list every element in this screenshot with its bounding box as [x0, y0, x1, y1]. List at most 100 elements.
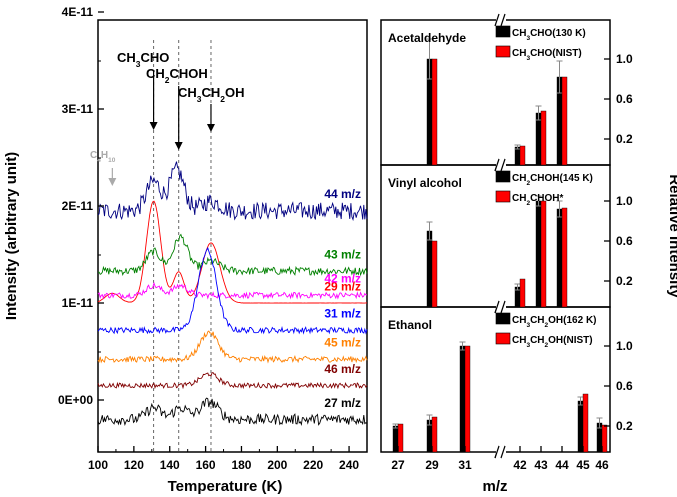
- x-tick-label-right: 44: [555, 458, 569, 472]
- annotation-arrowhead: [149, 122, 158, 130]
- x-tick-label-right: 42: [513, 458, 527, 472]
- x-tick-label-right: 46: [595, 458, 609, 472]
- y-tick-label-right: 1.0: [616, 194, 633, 208]
- x-tick-label-right: 31: [458, 458, 472, 472]
- bar: [514, 146, 521, 166]
- annotation-arrowhead: [108, 178, 117, 186]
- bar: [397, 423, 404, 453]
- x-tick-label: 200: [267, 458, 287, 472]
- panel-title: Acetaldehyde: [388, 31, 466, 45]
- peak-annotation: CH3CH2OH: [178, 85, 244, 104]
- axis-break-mask: [496, 301, 506, 313]
- axis-break-mask: [496, 159, 506, 171]
- peak-annotation: CH2CHOH: [146, 66, 208, 85]
- series-label: 44 m/z: [324, 187, 361, 201]
- bar: [519, 145, 526, 166]
- spectrum-line: [97, 161, 368, 222]
- series-label: 31 m/z: [324, 307, 361, 321]
- x-axis-ticks: 100 120 140 160 180 200 220 240: [88, 446, 359, 472]
- axis-break: [500, 445, 506, 459]
- spectrum-line: [97, 233, 368, 277]
- legend-swatch: [495, 332, 511, 345]
- y-tick-label-right: 0.2: [616, 132, 633, 146]
- spectrum-line: [97, 246, 368, 335]
- bar: [392, 425, 399, 453]
- x-tick-label: 160: [196, 458, 216, 472]
- x-tick-label: 220: [303, 458, 323, 472]
- series-label: 27 m/z: [324, 396, 361, 410]
- x-tick-label-right: 29: [425, 458, 439, 472]
- y-tick-label-right: 0.2: [616, 274, 633, 288]
- legends: Acetaldehyde CH3CHO(130 K) CH3CHO(NIST) Vin…: [388, 25, 597, 349]
- bar: [601, 424, 608, 453]
- x-tick-label: 140: [160, 458, 180, 472]
- legend-swatch: [495, 170, 511, 183]
- axis-break-mask: [496, 14, 506, 26]
- bar: [561, 207, 568, 308]
- legend-label: CH3CH2OH(NIST): [512, 335, 593, 349]
- bar: [561, 76, 568, 166]
- legend-label: CH2CHOH*: [512, 193, 564, 207]
- bar: [540, 200, 547, 308]
- bar: [540, 110, 547, 166]
- x-tick-label: 100: [88, 458, 108, 472]
- y-tick-label: 0E+00: [58, 393, 93, 407]
- bar: [464, 345, 471, 453]
- y-axis-label-right: Relative Intensity: [666, 174, 677, 298]
- x-tick-label: 240: [339, 458, 359, 472]
- spectrum-line: [97, 397, 368, 427]
- bar: [582, 393, 589, 453]
- x-axis-label: Temperature (K): [168, 478, 283, 495]
- x-tick-label: 180: [231, 458, 251, 472]
- legend-label: CH3CHO(NIST): [512, 48, 582, 62]
- series-label: 29 m/z: [324, 279, 361, 293]
- series-labels: 29 m/z 44 m/z 43 m/z 42 m/z 31 m/z 45 m/z 46 m…: [324, 187, 361, 410]
- annotation-arrowhead: [206, 124, 215, 132]
- y-tick-label-right: 0.6: [616, 379, 633, 393]
- bar: [459, 345, 466, 453]
- y-axis-label: Intensity (arbitrary unit): [3, 152, 20, 320]
- panel-title: Ethanol: [388, 318, 432, 332]
- mass-spectra-panel: Acetaldehyde CH3CHO(130 K) CH3CHO(NIST) Vin…: [380, 13, 677, 495]
- legend-swatch: [495, 312, 511, 325]
- legend-swatch: [495, 45, 511, 58]
- bar: [431, 240, 438, 308]
- x-axis-ticks-right: 27 29 31 42 43 44 45 46: [391, 446, 609, 472]
- bar: [519, 278, 526, 308]
- legend-label: CH3CHO(130 K): [512, 28, 586, 42]
- legend-label: CH2CHOH(145 K): [512, 173, 593, 187]
- y-tick-label: 4E-11: [62, 5, 94, 19]
- y-axis-ticks: 0E+00 1E-11 2E-11 3E-11 4E-11: [58, 5, 104, 407]
- axis-break-mask: [496, 446, 506, 458]
- y-tick-label-right: 0.6: [616, 92, 633, 106]
- bars: [392, 13, 608, 459]
- y-tick-label-right: 0.2: [616, 419, 633, 433]
- bar-panel-frame: [380, 306, 611, 453]
- spectrum-line: [97, 330, 368, 364]
- x-tick-label-right: 43: [534, 458, 548, 472]
- axis-break: [494, 13, 500, 27]
- y-tick-label: 3E-11: [62, 102, 94, 116]
- x-axis-label-right: m/z: [482, 478, 507, 495]
- y-axis-ticks-right: 0.2 0.6 1.0 0.2 0.6 1.0 0.2 0.6 1.0: [604, 52, 633, 433]
- legend-label: CH3CH2OH(162 K): [512, 315, 597, 329]
- right-plot-frames: [380, 19, 611, 453]
- peak-annotation: CH3CHO: [117, 50, 169, 69]
- axis-break: [500, 158, 506, 172]
- y-tick-label: 2E-11: [62, 199, 94, 213]
- bar: [535, 112, 542, 166]
- series-label: 45 m/z: [324, 336, 361, 350]
- spectrum-line: [97, 281, 368, 300]
- series-label: 43 m/z: [324, 247, 361, 261]
- legend-swatch: [495, 190, 511, 203]
- peak-annotation: C4H10: [90, 150, 116, 164]
- x-tick-label-right: 27: [391, 458, 405, 472]
- y-tick-label: 1E-11: [62, 296, 94, 310]
- annotation-arrowhead: [174, 142, 183, 150]
- y-tick-label-right: 1.0: [616, 339, 633, 353]
- x-tick-label: 120: [124, 458, 144, 472]
- axis-break: [494, 445, 500, 459]
- spectrum-line: [97, 200, 367, 304]
- left-plot-frame: [97, 19, 368, 453]
- y-tick-label-right: 1.0: [616, 52, 633, 66]
